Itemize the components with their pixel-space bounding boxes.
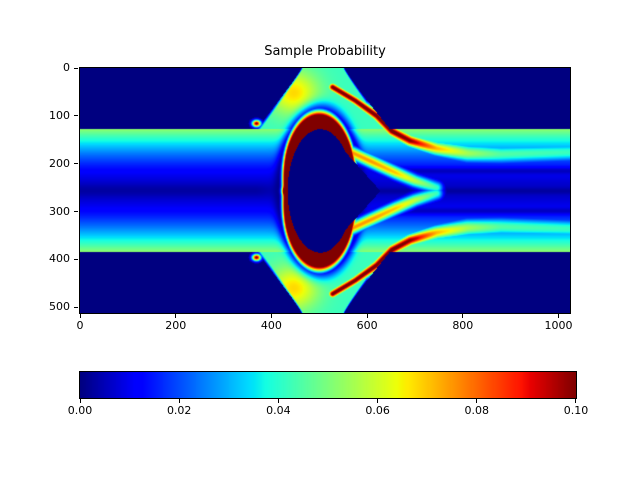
colorbar-tick-label: 0.10 bbox=[563, 404, 589, 417]
colorbar-tick-mark bbox=[277, 399, 279, 403]
y-tick-label: 200 bbox=[49, 156, 70, 170]
colorbar-tick-label: 0.06 bbox=[365, 404, 390, 417]
heatmap-image bbox=[80, 68, 570, 313]
x-tick-mark bbox=[366, 314, 368, 318]
x-tick-mark bbox=[175, 314, 177, 318]
colorbar-tick-label: 0.02 bbox=[166, 404, 192, 417]
chart-title: Sample Probability bbox=[264, 44, 386, 59]
colorbar-tick-label: 0.08 bbox=[464, 404, 490, 417]
y-tick-label: 0 bbox=[63, 61, 70, 74]
y-tick-label: 400 bbox=[49, 252, 70, 266]
y-tick-label: 500 bbox=[49, 300, 70, 314]
colorbar bbox=[79, 371, 577, 399]
x-tick-mark bbox=[462, 314, 464, 318]
colorbar-tick-mark bbox=[574, 399, 576, 403]
y-tick-mark bbox=[74, 211, 78, 213]
y-tick-mark bbox=[74, 163, 78, 165]
x-tick-mark bbox=[558, 314, 560, 318]
x-tick-label: 400 bbox=[260, 319, 282, 332]
x-tick-label: 200 bbox=[165, 319, 187, 332]
colorbar-gradient bbox=[80, 372, 576, 398]
x-tick-mark bbox=[79, 314, 81, 318]
colorbar-tick-mark bbox=[377, 399, 379, 403]
y-tick-mark bbox=[74, 258, 78, 260]
colorbar-tick-mark bbox=[476, 399, 478, 403]
y-tick-mark bbox=[74, 306, 78, 308]
x-tick-label: 600 bbox=[356, 319, 378, 332]
y-tick-mark bbox=[74, 67, 78, 69]
x-tick-label: 800 bbox=[452, 319, 474, 332]
y-tick-label: 100 bbox=[49, 108, 70, 122]
x-tick-label: 0 bbox=[76, 319, 84, 332]
y-tick-mark bbox=[74, 115, 78, 117]
colorbar-tick-label: 0.04 bbox=[266, 404, 291, 417]
y-tick-label: 300 bbox=[49, 204, 70, 218]
colorbar-tick-label: 0.00 bbox=[67, 404, 93, 417]
plot-area bbox=[79, 67, 571, 314]
x-tick-mark bbox=[270, 314, 272, 318]
colorbar-tick-mark bbox=[79, 399, 81, 403]
colorbar-tick-mark bbox=[178, 399, 180, 403]
x-tick-label: 1000 bbox=[544, 319, 573, 332]
